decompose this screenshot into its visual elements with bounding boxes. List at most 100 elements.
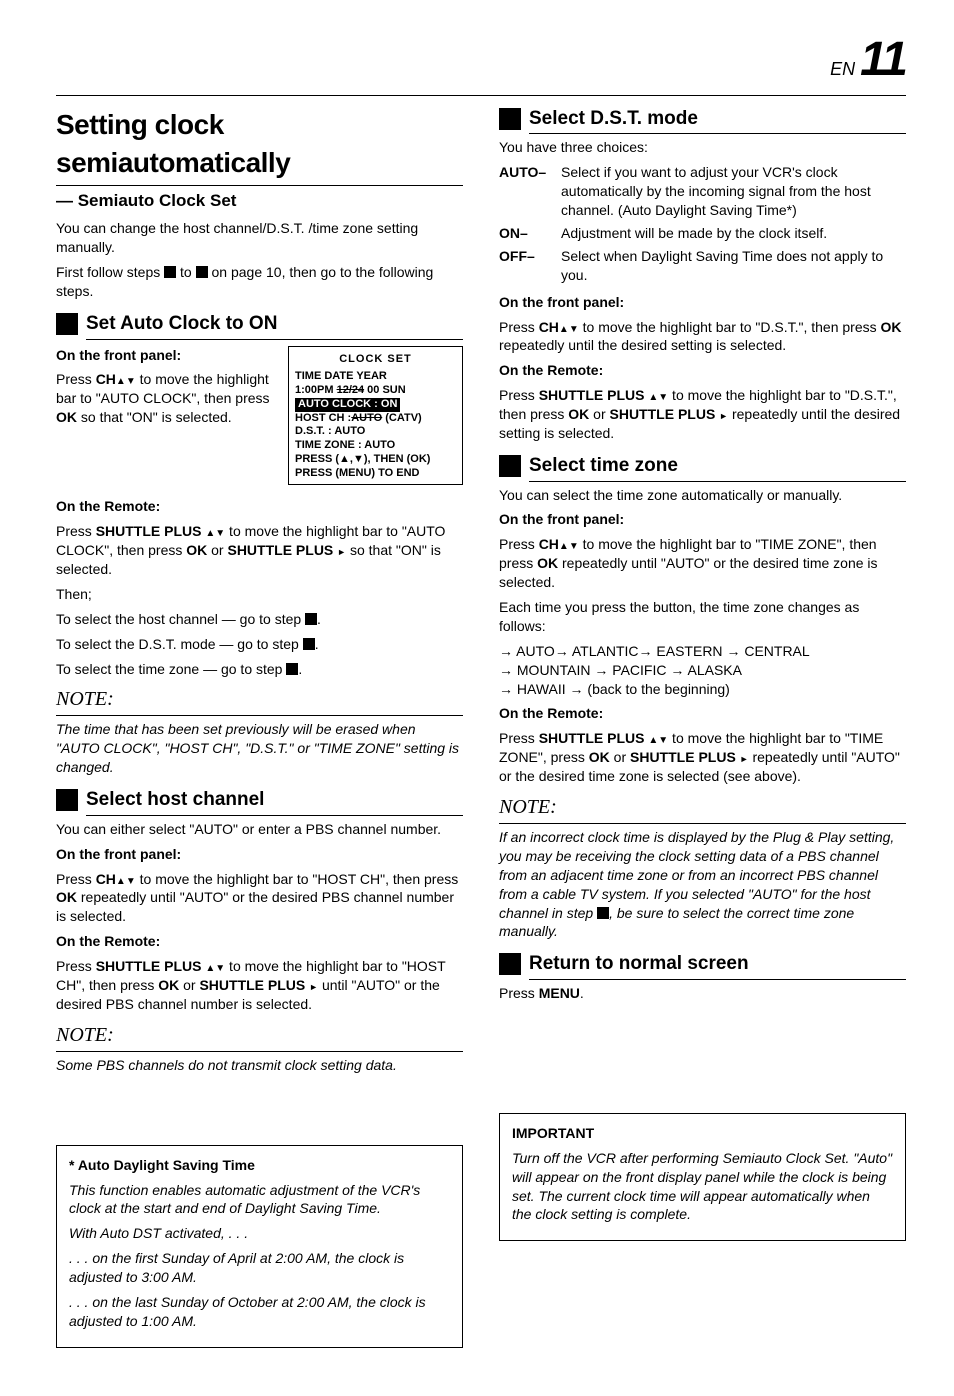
up-arrow-icon — [116, 371, 126, 387]
right-arrow-icon — [309, 977, 318, 993]
step-2-title: Select host channel — [86, 787, 463, 816]
step-3-header: Select D.S.T. mode — [499, 106, 906, 135]
page-num: 11 — [860, 33, 906, 86]
right-arrow-icon — [337, 542, 346, 558]
up-arrow-icon — [559, 319, 569, 335]
step-3-title: Select D.S.T. mode — [529, 106, 906, 135]
step-ref-icon — [286, 663, 298, 675]
osd-row: TIME ZONE : AUTO — [295, 439, 456, 453]
up-arrow-icon — [648, 730, 658, 746]
osd-row: 1:00PM 12/24 00 SUN — [295, 384, 456, 398]
step-ref-icon — [305, 613, 317, 625]
down-arrow-icon — [569, 536, 579, 552]
s3-intro: You have three choices: — [499, 138, 906, 157]
remote-label: On the Remote: — [499, 704, 906, 723]
up-arrow-icon — [648, 387, 658, 403]
s4-remote: Press SHUTTLE PLUS to move the highlight… — [499, 729, 906, 786]
right-arrow-icon — [570, 680, 584, 699]
right-arrow-icon — [499, 642, 513, 661]
remote-label: On the Remote: — [56, 497, 463, 516]
intro-2: First follow steps to on page 10, then g… — [56, 263, 463, 301]
intro-1: You can change the host channel/D.S.T. /… — [56, 219, 463, 257]
s1-goto-tz: To select the time zone — go to step . — [56, 660, 463, 679]
step-4-header: Select time zone — [499, 453, 906, 482]
up-arrow-icon — [205, 523, 215, 539]
step-1-header: Set Auto Clock to ON — [56, 311, 463, 340]
page-prefix: EN — [830, 59, 855, 79]
down-arrow-icon — [658, 730, 668, 746]
important-heading: IMPORTANT — [512, 1124, 893, 1143]
step-5-header: Return to normal screen — [499, 951, 906, 980]
step-marker-icon — [56, 313, 78, 335]
s5-body: Press MENU. — [499, 984, 906, 1003]
osd-row: PRESS (MENU) TO END — [295, 467, 456, 481]
s3-remote: Press SHUTTLE PLUS to move the highlight… — [499, 386, 906, 443]
front-panel-label: On the front panel: — [56, 845, 463, 864]
right-arrow-icon — [740, 749, 749, 765]
top-rule — [56, 95, 906, 96]
down-arrow-icon — [215, 523, 225, 539]
step-ref-icon — [303, 638, 315, 650]
note-2: Some PBS channels do not transmit clock … — [56, 1056, 463, 1075]
s1-goto-host: To select the host channel — go to step … — [56, 610, 463, 629]
adst-p4: . . . on the last Sunday of October at 2… — [69, 1293, 450, 1331]
right-column: Select D.S.T. mode You have three choice… — [499, 106, 906, 1348]
front-panel-label: On the front panel: — [499, 510, 906, 529]
s4-p2: Each time you press the button, the time… — [499, 598, 906, 636]
s2-intro: You can either select "AUTO" or enter a … — [56, 820, 463, 839]
s2-front-panel: Press CH to move the highlight bar to "H… — [56, 870, 463, 927]
dst-on: ON–Adjustment will be made by the clock … — [499, 224, 906, 243]
right-arrow-icon — [639, 642, 653, 661]
dst-options: AUTO–Select if you want to adjust your V… — [499, 163, 906, 284]
osd-clock-set: CLOCK SET TIME DATE YEAR 1:00PM 12/24 00… — [288, 346, 463, 486]
important-box: IMPORTANT Turn off the VCR after perform… — [499, 1113, 906, 1241]
note-1: The time that has been set previously wi… — [56, 720, 463, 777]
s1-then: Then; — [56, 585, 463, 604]
subtitle: — Semiauto Clock Set — [56, 185, 463, 213]
main-title: Setting clock semiautomatically — [56, 106, 463, 182]
right-arrow-icon — [719, 406, 728, 422]
up-arrow-icon — [559, 536, 569, 552]
s2-remote: Press SHUTTLE PLUS to move the highlight… — [56, 957, 463, 1014]
s3-front-panel: Press CH to move the highlight bar to "D… — [499, 318, 906, 356]
adst-p2: With Auto DST activated, . . . — [69, 1224, 450, 1243]
step-2-header: Select host channel — [56, 787, 463, 816]
front-panel-label: On the front panel: — [499, 293, 906, 312]
down-arrow-icon — [215, 958, 225, 974]
note-heading: NOTE: — [56, 686, 463, 716]
adst-p3: . . . on the first Sunday of April at 2:… — [69, 1249, 450, 1287]
up-arrow-icon — [116, 871, 126, 887]
adst-p1: This function enables automatic adjustme… — [69, 1181, 450, 1219]
right-arrow-icon — [594, 661, 608, 680]
note-heading: NOTE: — [499, 794, 906, 824]
osd-title: CLOCK SET — [295, 353, 456, 367]
s4-intro: You can select the time zone automatical… — [499, 486, 906, 505]
note-3: If an incorrect clock time is displayed … — [499, 828, 906, 941]
step-5-title: Return to normal screen — [529, 951, 906, 980]
osd-row: D.S.T. : AUTO — [295, 425, 456, 439]
step-4-title: Select time zone — [529, 453, 906, 482]
step-ref-icon — [597, 907, 609, 919]
auto-dst-box: * Auto Daylight Saving Time This functio… — [56, 1145, 463, 1348]
page-number: EN 11 — [56, 28, 906, 93]
down-arrow-icon — [126, 871, 136, 887]
dst-auto: AUTO–Select if you want to adjust your V… — [499, 163, 906, 220]
right-arrow-icon — [726, 642, 740, 661]
osd-row: TIME DATE YEAR — [295, 370, 456, 384]
right-arrow-icon — [555, 642, 569, 661]
important-body: Turn off the VCR after performing Semiau… — [512, 1149, 893, 1225]
osd-row: PRESS (▲,▼), THEN (OK) — [295, 453, 456, 467]
left-column: Setting clock semiautomatically — Semiau… — [56, 106, 463, 1348]
step-1-title: Set Auto Clock to ON — [86, 311, 463, 340]
step-marker-icon — [499, 953, 521, 975]
s1-remote: Press SHUTTLE PLUS to move the highlight… — [56, 522, 463, 579]
remote-label: On the Remote: — [56, 932, 463, 951]
osd-row: AUTO CLOCK : ON — [295, 398, 456, 412]
step-marker-icon — [499, 108, 521, 130]
right-arrow-icon — [499, 680, 513, 699]
s4-front-panel: Press CH to move the highlight bar to "T… — [499, 535, 906, 592]
step-ref-icon — [196, 266, 208, 278]
right-arrow-icon — [499, 661, 513, 680]
osd-row: HOST CH :AUTO (CATV) — [295, 412, 456, 426]
step-marker-icon — [56, 789, 78, 811]
